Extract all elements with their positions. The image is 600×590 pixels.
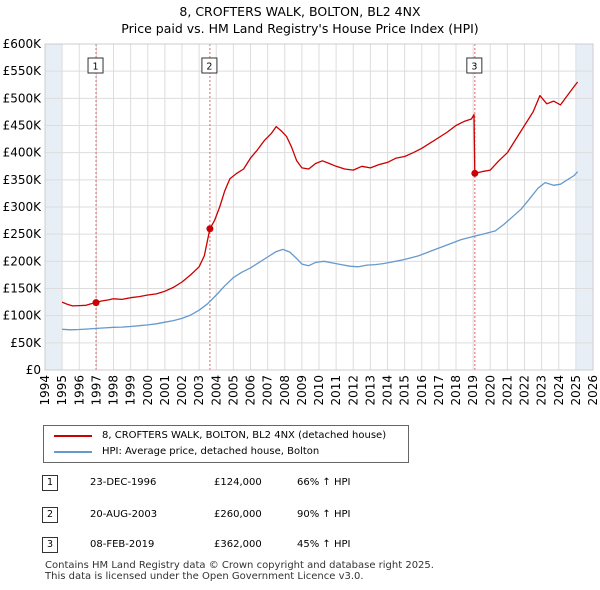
x-tick-label: 2017 — [432, 375, 446, 406]
x-tick-label: 2015 — [398, 375, 412, 406]
x-tick-label: 1998 — [107, 375, 121, 406]
sale-date: 23-DEC-1996 — [90, 477, 157, 488]
chart-title: 8, CROFTERS WALK, BOLTON, BL2 4NX Price … — [0, 3, 600, 37]
y-tick-label: £350K — [3, 173, 43, 187]
y-tick-label: £550K — [3, 64, 43, 78]
sale-point — [206, 225, 214, 233]
y-tick-label: £0 — [26, 363, 41, 377]
x-tick-label: 2024 — [552, 375, 566, 406]
y-tick-label: £100K — [3, 309, 43, 323]
hpi-series-line — [62, 171, 579, 331]
x-tick-label: 2023 — [535, 375, 549, 406]
sale-price: £260,000 — [214, 509, 262, 520]
sale-price: £124,000 — [214, 477, 262, 488]
sale-label-box — [87, 57, 104, 74]
x-tick-label: 2026 — [586, 375, 600, 406]
x-tick-label: 1997 — [89, 375, 103, 406]
y-tick-label: £250K — [3, 227, 43, 241]
x-tick-label: 1994 — [38, 375, 52, 406]
x-tick-label: 2010 — [312, 375, 326, 406]
x-tick-label: 2019 — [466, 375, 480, 406]
x-tick-label: 2021 — [500, 375, 514, 406]
x-tick-label: 2004 — [209, 375, 223, 406]
sale-label-number: 2 — [206, 62, 212, 73]
x-tick-label: 2011 — [329, 375, 343, 406]
sale-label-number: 3 — [471, 62, 477, 73]
sale-hpi-change: 45% ↑ HPI — [297, 539, 351, 550]
property-line-swatch — [54, 435, 92, 437]
footer-licence: This data is licensed under the Open Gov… — [45, 571, 364, 582]
x-tick-label: 1996 — [72, 375, 86, 406]
legend: 8, CROFTERS WALK, BOLTON, BL2 4NX (detac… — [43, 425, 409, 463]
x-tick-label: 2016 — [415, 375, 429, 406]
sale-label-number: 1 — [93, 62, 99, 73]
sale-point — [92, 299, 100, 307]
sale-date: 08-FEB-2019 — [90, 539, 155, 550]
property-series-line — [61, 81, 579, 307]
x-tick-label: 2025 — [569, 375, 583, 406]
sale-date: 20-AUG-2003 — [90, 509, 158, 520]
y-tick-label: £400K — [3, 146, 43, 160]
hpi-line-swatch — [54, 451, 92, 453]
x-tick-label: 1999 — [124, 375, 138, 406]
title-line-2: Price paid vs. HM Land Registry's House … — [121, 21, 479, 36]
y-tick-label: £600K — [3, 37, 43, 51]
sale-number-badge: 2 — [42, 507, 58, 523]
x-tick-label: 1995 — [55, 375, 69, 406]
y-tick-label: £200K — [3, 254, 43, 268]
x-tick-label: 2002 — [175, 375, 189, 406]
y-tick-label: £50K — [10, 336, 42, 350]
x-tick-label: 2014 — [381, 375, 395, 406]
sale-hpi-change: 66% ↑ HPI — [297, 477, 351, 488]
x-tick-label: 2006 — [244, 375, 258, 406]
price-chart: 1 2 3 £0 £50K £100K £150K £200K £250K £300K £350K… — [3, 37, 600, 406]
x-tick-label: 2012 — [346, 375, 360, 406]
footer: Contains HM Land Registry data © Crown c… — [45, 560, 434, 582]
y-tick-label: £450K — [3, 119, 43, 133]
footer-copyright: Contains HM Land Registry data © Crown c… — [45, 560, 434, 571]
x-tick-label: 2001 — [158, 375, 172, 406]
x-tick-label: 2005 — [226, 375, 240, 406]
sale-price: £362,000 — [214, 539, 262, 550]
sale-hpi-change: 90% ↑ HPI — [297, 509, 351, 520]
legend-property-label: 8, CROFTERS WALK, BOLTON, BL2 4NX (detac… — [102, 430, 387, 441]
x-tick-label: 2020 — [483, 375, 497, 406]
y-tick-label: £150K — [3, 282, 43, 296]
x-tick-label: 2000 — [141, 375, 155, 406]
x-tick-label: 2003 — [192, 375, 206, 406]
title-line-1: 8, CROFTERS WALK, BOLTON, BL2 4NX — [179, 4, 421, 19]
sale-label-box — [201, 57, 218, 74]
sale-number-badge: 3 — [42, 537, 58, 553]
plot-frame — [44, 43, 594, 371]
x-tick-label: 2022 — [518, 375, 532, 406]
x-tick-label: 2009 — [295, 375, 309, 406]
y-tick-label: £500K — [3, 91, 43, 105]
sale-number-badge: 1 — [42, 475, 58, 491]
x-tick-label: 2008 — [278, 375, 292, 406]
x-tick-label: 2007 — [261, 375, 275, 406]
sale-label-box — [466, 57, 483, 74]
legend-hpi-label: HPI: Average price, detached house, Bolt… — [102, 446, 320, 457]
y-tick-label: £300K — [3, 200, 43, 214]
x-tick-label: 2013 — [363, 375, 377, 406]
sale-point — [471, 169, 479, 177]
x-tick-label: 2018 — [449, 375, 463, 406]
